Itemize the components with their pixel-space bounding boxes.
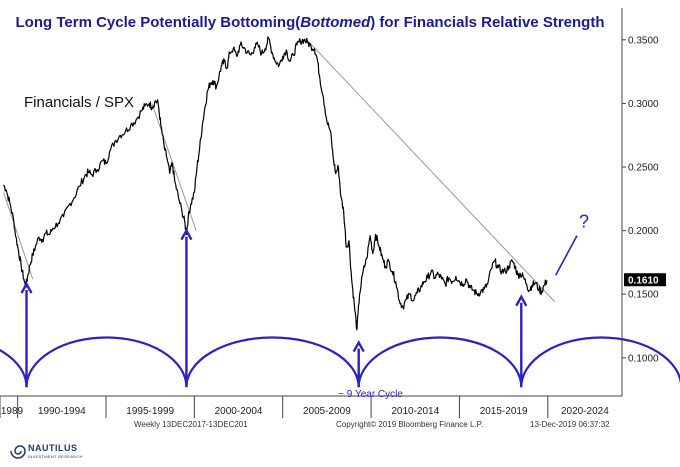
x-tick-label: 1989 bbox=[1, 406, 24, 417]
footer-copyright: Copyright© 2019 Bloomberg Finance L.P. bbox=[336, 420, 484, 429]
chart-title: Long Term Cycle Potentially Bottoming(Bo… bbox=[15, 14, 605, 31]
cycle-arc bbox=[0, 348, 28, 388]
last-value-bg bbox=[624, 273, 666, 287]
x-tick-label: 2020-2024 bbox=[561, 406, 609, 417]
cycle-arc bbox=[185, 336, 360, 388]
series-line bbox=[2, 36, 548, 331]
x-tick-label: 2005-2009 bbox=[303, 406, 351, 417]
series-label: Financials / SPX bbox=[24, 94, 135, 111]
footer-range: Weekly 13DEC2017-13DEC201 bbox=[134, 420, 248, 429]
trendline bbox=[305, 38, 556, 303]
x-tick-label: 2000-2004 bbox=[215, 406, 263, 417]
cycle-arcs bbox=[0, 336, 680, 388]
trendline bbox=[3, 192, 34, 280]
y-tick-label: 0.2500 bbox=[628, 163, 659, 174]
cycle-arc bbox=[357, 336, 523, 388]
y-tick-label: 0.3500 bbox=[628, 35, 659, 46]
x-tick-label: 2010-2014 bbox=[391, 406, 439, 417]
cycle-arrow-head bbox=[352, 340, 365, 353]
footer-timestamp: 13-Dec-2019 06:37:32 bbox=[530, 420, 610, 429]
y-tick-label: 0.1500 bbox=[628, 290, 659, 301]
question-mark: ? bbox=[579, 212, 589, 232]
cycle-arrows bbox=[20, 228, 528, 388]
last-value-label: 0.1610 bbox=[628, 276, 659, 287]
x-tick-label: 1990-1994 bbox=[38, 406, 86, 417]
x-axis-ticks: 1989 1990-1994 1995-1999 2000-2004 2005-2009… bbox=[0, 396, 609, 418]
cycle-arc bbox=[520, 336, 680, 388]
y-tick-label: 0.2000 bbox=[628, 226, 659, 237]
y-axis-ticks: 0.1000 0.1500 0.2000 0.2500 0.3000 0.3500 bbox=[622, 35, 659, 364]
nautilus-logo-icon bbox=[10, 445, 26, 459]
cycle-arrow-head bbox=[515, 294, 528, 307]
x-tick-label: 2015-2019 bbox=[480, 406, 528, 417]
logo-tagline: INVESTMENT RESEARCH bbox=[28, 454, 83, 459]
cycle-arc bbox=[25, 336, 188, 388]
logo-name: NAUTILUS bbox=[28, 443, 78, 453]
title-emphasis: Bottomed bbox=[300, 14, 371, 31]
trendline bbox=[151, 103, 197, 231]
y-tick-label: 0.3000 bbox=[628, 99, 659, 110]
cycle-label: ~ 9 Year Cycle bbox=[338, 389, 403, 400]
x-tick-label: 1995-1999 bbox=[126, 406, 174, 417]
cycle-arrow-head bbox=[180, 228, 193, 241]
cycle-arrow-head bbox=[20, 281, 33, 294]
trendlines bbox=[3, 38, 556, 303]
projection-line bbox=[555, 235, 578, 276]
y-tick-label: 0.1000 bbox=[628, 353, 659, 364]
last-value-badge: 0.1610 bbox=[624, 273, 666, 287]
